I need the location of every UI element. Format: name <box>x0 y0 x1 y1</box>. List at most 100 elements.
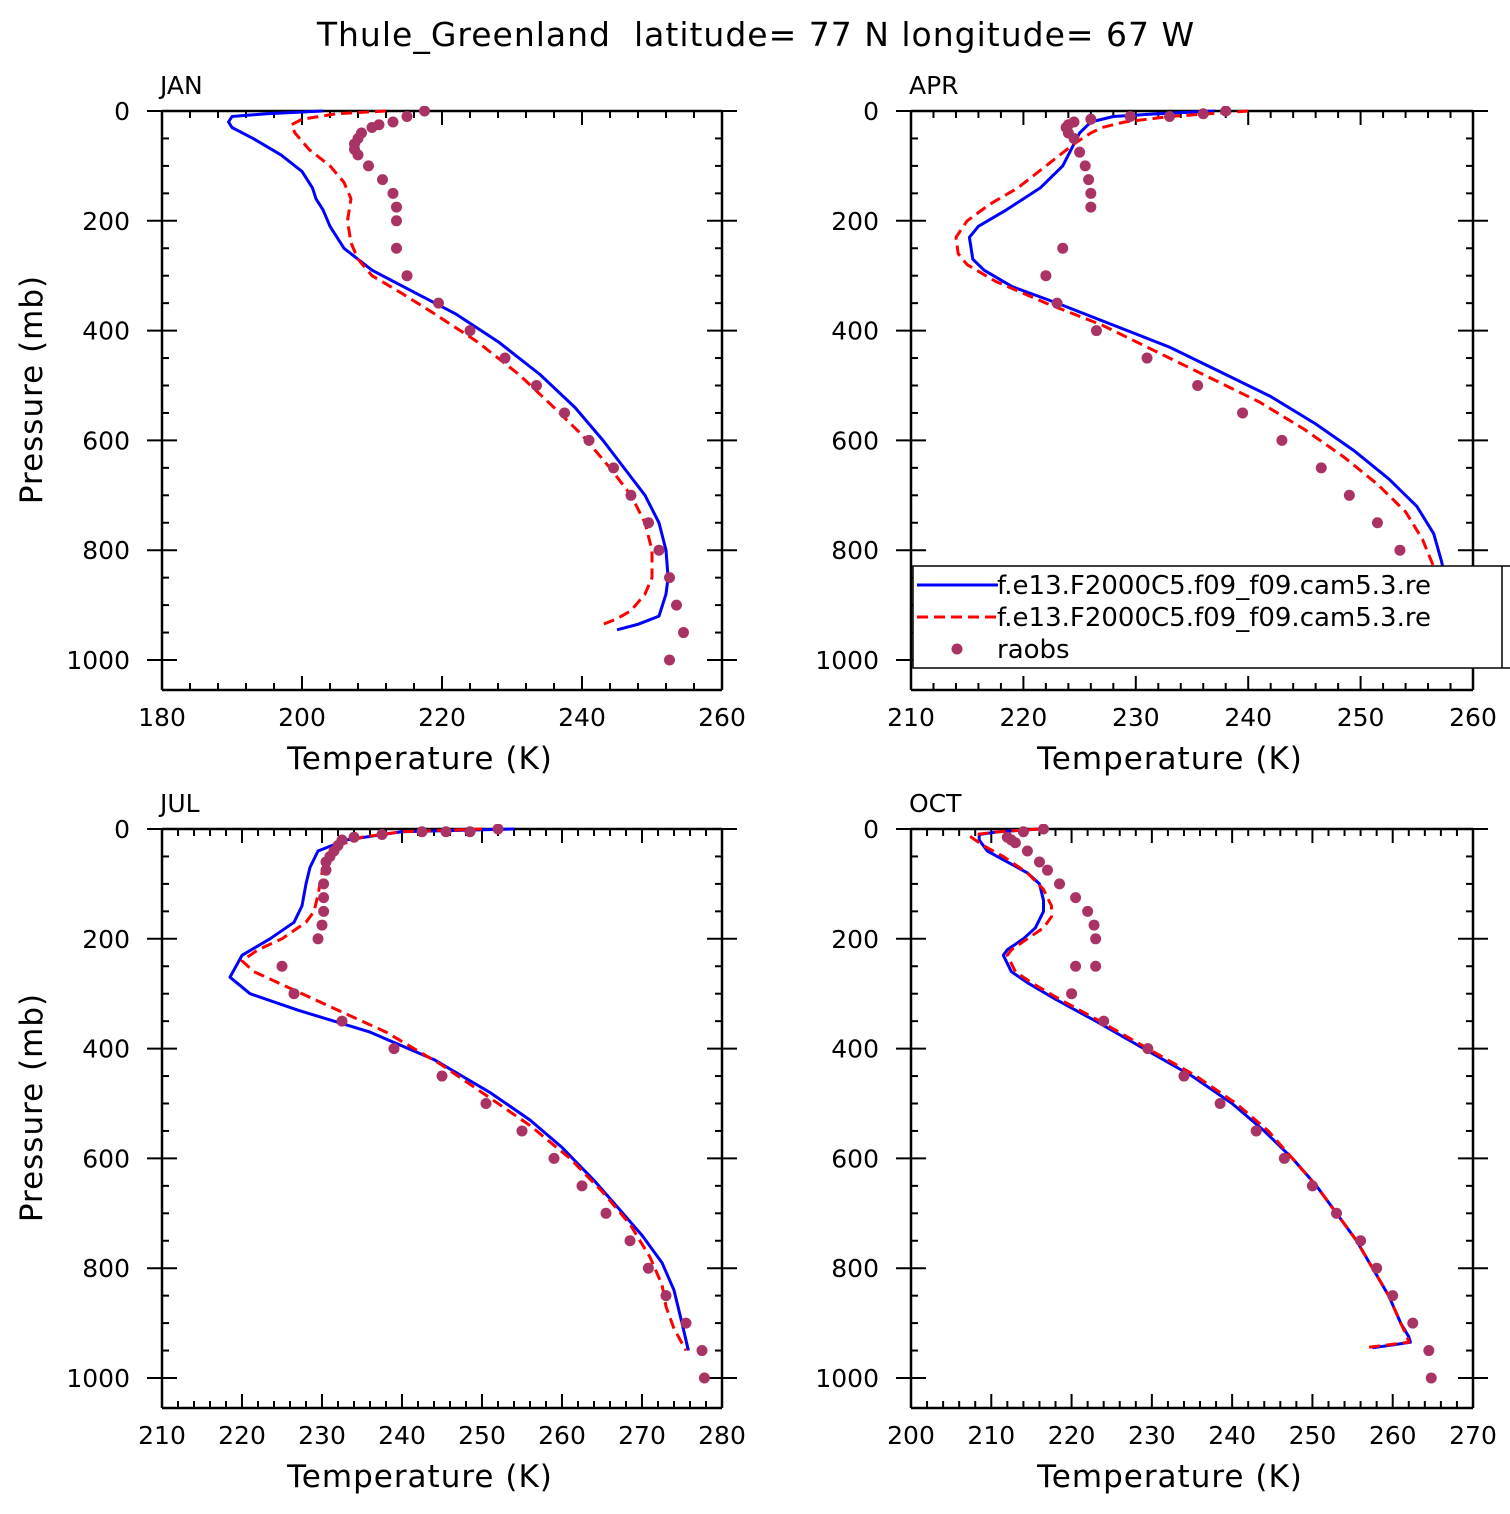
raobs-point <box>1082 905 1094 917</box>
raobs-point <box>531 380 542 391</box>
x-tick-label: 250 <box>1289 1421 1337 1450</box>
raobs-point <box>1371 517 1383 529</box>
y-axis-title: Pressure (mb) <box>14 993 50 1222</box>
raobs-point <box>696 1345 708 1357</box>
raobs-point <box>1051 297 1063 309</box>
raobs-point <box>671 599 682 611</box>
series-group <box>227 106 689 666</box>
raobs-point <box>1220 106 1232 117</box>
raobs-point <box>1090 960 1102 972</box>
raobs-point <box>377 174 388 186</box>
raobs-point <box>1142 1043 1154 1055</box>
x-tick-label: 210 <box>967 1421 1015 1450</box>
raobs-point <box>1192 380 1204 391</box>
panels: 180 200 220 240 260 0 200 400 600 800 1000 JAN Tempe… <box>14 71 1497 1495</box>
raobs-point <box>391 215 402 227</box>
y-tick-label: 200 <box>831 207 879 236</box>
figure-title: Thule_Greenland latitude= 77 N longitude… <box>316 15 1195 54</box>
raobs-point <box>433 297 444 309</box>
y-tick-label: 0 <box>114 815 130 844</box>
x-tick-label: 210 <box>138 1421 186 1450</box>
raobs-point <box>1009 837 1021 849</box>
raobs-point <box>1306 1180 1318 1192</box>
raobs-point <box>1068 132 1080 144</box>
raobs-point <box>559 407 570 419</box>
raobs-point <box>1021 845 1033 857</box>
y-tick-label: 200 <box>831 925 879 954</box>
x-tick-label: 220 <box>1000 703 1048 732</box>
x-tick-label: 270 <box>1449 1421 1497 1450</box>
series-line-solid <box>228 827 690 1351</box>
raobs-point <box>436 1070 448 1082</box>
y-tick-label: 800 <box>831 536 879 565</box>
raobs-point <box>1237 407 1249 419</box>
raobs-point <box>464 826 476 838</box>
x-tick-label: 240 <box>378 1421 426 1450</box>
raobs-point <box>401 270 413 282</box>
x-tick-label: 230 <box>1112 703 1160 732</box>
legend-label: f.e13.F2000C5.f09_f09.cam5.3.re <box>997 603 1431 633</box>
raobs-point <box>1387 1290 1399 1302</box>
raobs-point <box>387 187 399 199</box>
series-line-dashed <box>290 109 654 626</box>
raobs-point <box>1017 826 1029 838</box>
panel-label: JAN <box>158 71 203 100</box>
raobs-point <box>492 824 504 835</box>
raobs-point <box>1278 1152 1290 1164</box>
raobs-point <box>1085 113 1097 125</box>
panel-oct: 200 210 220 230 240 250 260 270 0 200 400 600 800 100… <box>815 789 1496 1495</box>
x-tick-label: 250 <box>458 1421 506 1450</box>
x-tick-label: 180 <box>138 703 186 732</box>
x-tick-label: 240 <box>558 703 606 732</box>
x-tick-label: 240 <box>1224 703 1272 732</box>
raobs-point <box>401 110 413 122</box>
x-tick-label: 270 <box>618 1421 666 1450</box>
raobs-point <box>366 121 378 133</box>
raobs-point <box>499 352 511 364</box>
raobs-point <box>1276 434 1288 446</box>
raobs-point <box>1090 325 1102 337</box>
series-group <box>228 824 710 1384</box>
x-tick-label: 220 <box>1048 1421 1096 1450</box>
raobs-point <box>1425 1372 1437 1384</box>
raobs-point <box>1057 242 1069 254</box>
raobs-point <box>642 1262 654 1274</box>
x-tick-label: 260 <box>1449 703 1497 732</box>
x-tick-label: 200 <box>278 703 326 732</box>
raobs-point <box>1407 1317 1419 1329</box>
y-tick-label: 600 <box>82 426 130 455</box>
series-line-solid <box>977 827 1412 1350</box>
raobs-point <box>348 831 360 843</box>
raobs-point <box>320 856 332 868</box>
raobs-point <box>363 160 374 172</box>
y-axis-title: Pressure (mb) <box>14 275 50 504</box>
raobs-point <box>1343 489 1355 501</box>
raobs-point <box>653 544 665 556</box>
raobs-point <box>1040 270 1052 282</box>
raobs-point <box>1098 1015 1110 1027</box>
x-tick-label: 260 <box>1369 1421 1417 1450</box>
panel-jan: 180 200 220 240 260 0 200 400 600 800 1000 JAN Tempe… <box>14 71 746 777</box>
y-tick-label: 800 <box>82 1254 130 1283</box>
y-tick-label: 0 <box>863 97 879 126</box>
raobs-point <box>1070 892 1082 904</box>
raobs-point <box>464 325 476 337</box>
panel-label: APR <box>909 71 959 100</box>
raobs-point <box>480 1098 492 1109</box>
raobs-point <box>698 1372 710 1384</box>
x-tick-label: 200 <box>887 1421 935 1450</box>
x-tick-label: 260 <box>538 1421 586 1450</box>
legend-marker <box>951 643 963 655</box>
raobs-point <box>1079 160 1091 172</box>
y-tick-label: 1000 <box>815 1364 879 1393</box>
raobs-point <box>1141 352 1153 364</box>
raobs-point <box>516 1125 528 1137</box>
raobs-point <box>318 878 330 890</box>
x-axis-title: Temperature (K) <box>286 741 553 777</box>
y-tick-label: 1000 <box>815 646 879 675</box>
x-axis-title: Temperature (K) <box>1036 1459 1303 1495</box>
y-tick-label: 1000 <box>66 1364 130 1393</box>
y-tick-label: 400 <box>82 317 130 346</box>
y-tick-label: 400 <box>82 1035 130 1064</box>
y-tick-label: 200 <box>82 925 130 954</box>
